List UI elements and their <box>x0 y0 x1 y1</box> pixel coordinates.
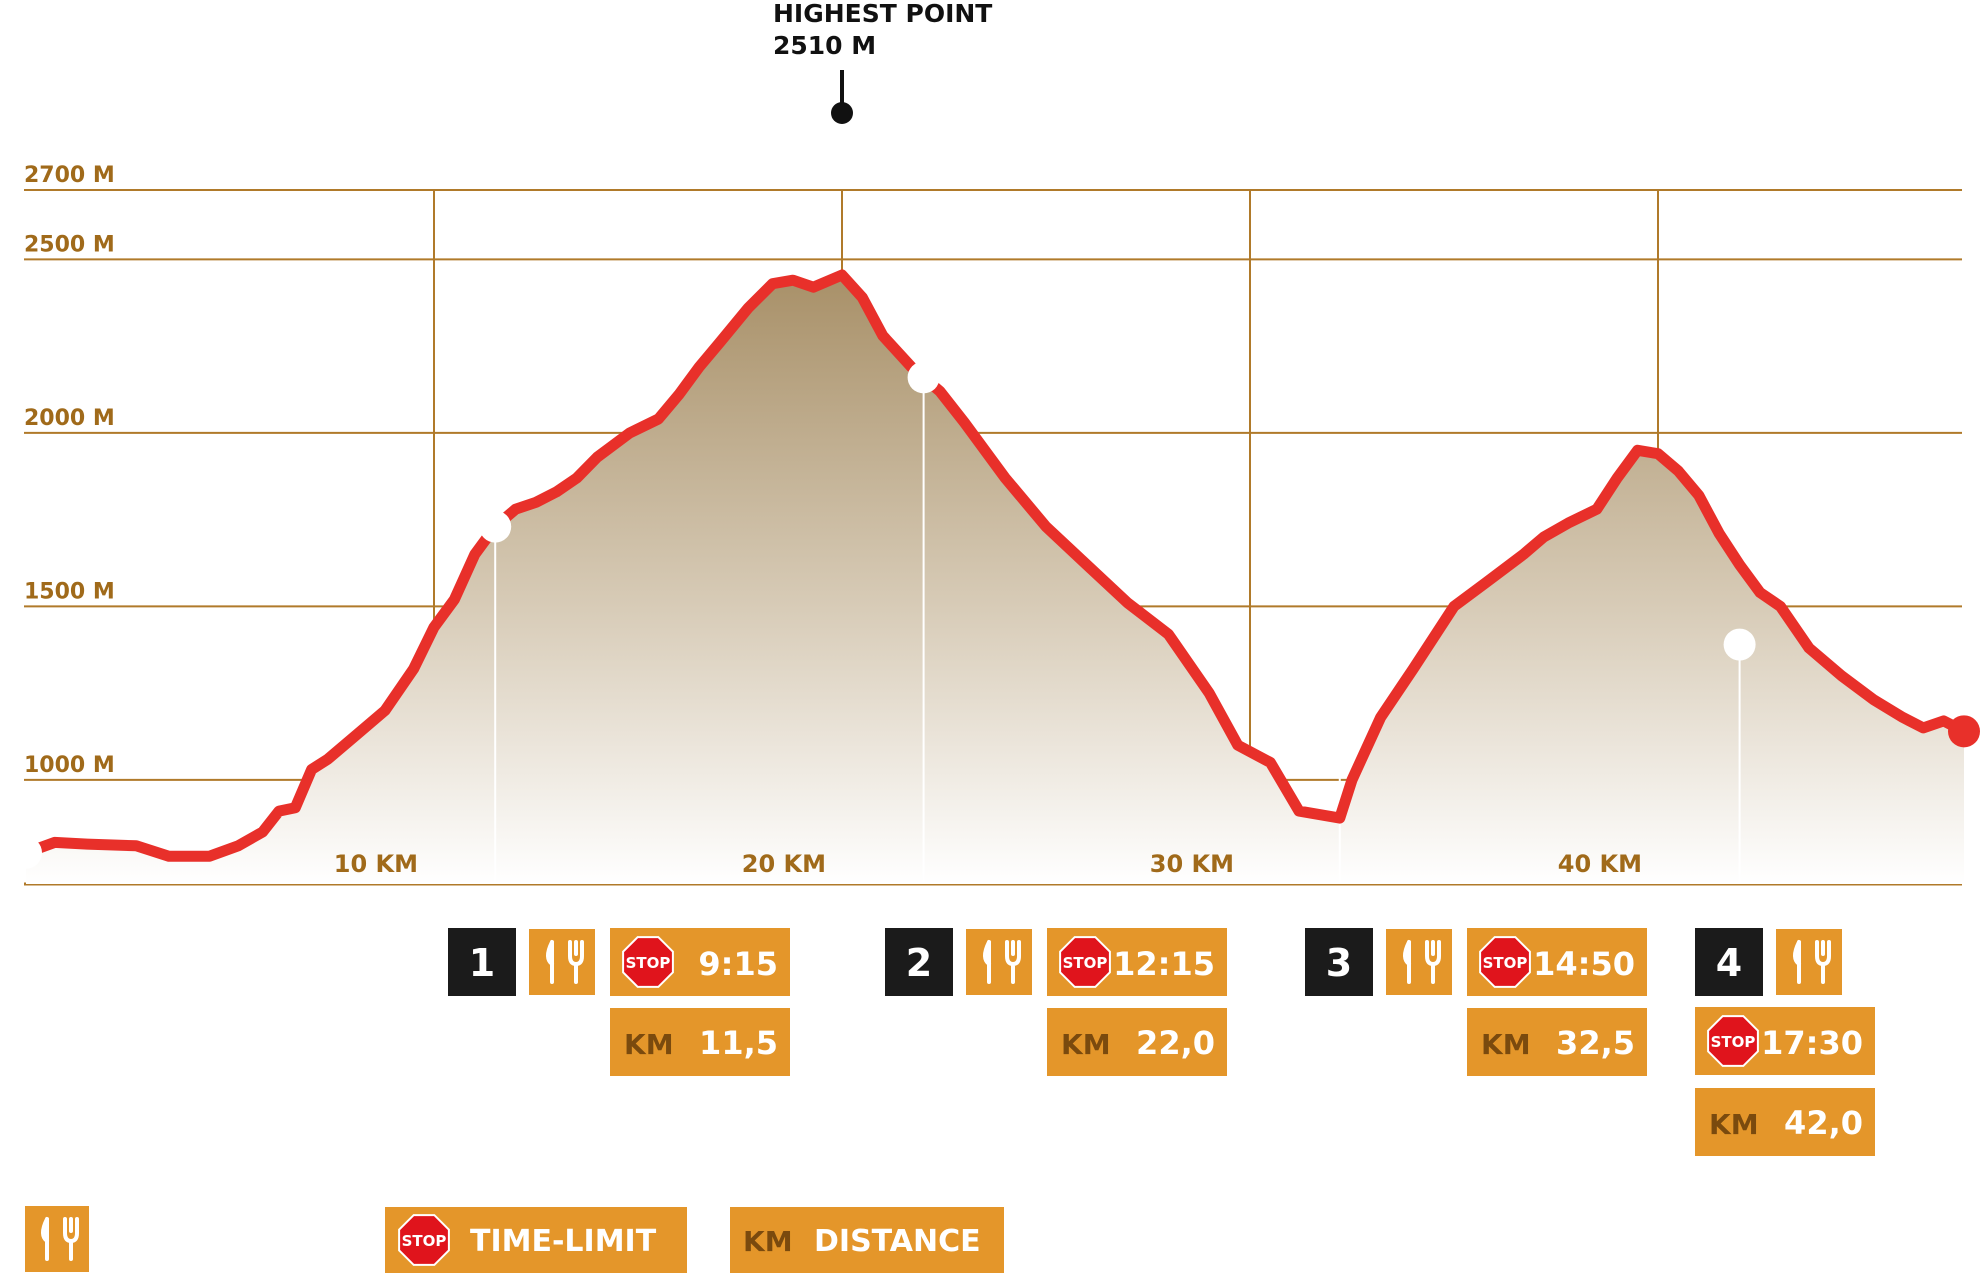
stop-icon-label: STOP <box>1063 954 1108 972</box>
food-box <box>1774 927 1844 997</box>
highest-point-annotation: HIGHEST POINT 2510 M <box>773 0 992 124</box>
legend-km-label: KM <box>743 1225 793 1258</box>
knife-shape <box>546 940 554 984</box>
time-limit-value: 12:15 <box>1113 945 1215 983</box>
y-tick-label: 2700 M <box>24 163 115 188</box>
km-label: KM <box>1709 1108 1759 1141</box>
checkpoint-number-box <box>1305 928 1373 996</box>
fork-shape <box>1425 940 1441 984</box>
checkpoint-number: 3 <box>1326 941 1352 985</box>
km-label: KM <box>1481 1028 1531 1061</box>
legend-distance-item: KM DISTANCE <box>730 1207 1004 1273</box>
legend-time-limit-item: STOP TIME-LIMIT <box>385 1207 687 1273</box>
checkpoint-number-box <box>448 928 516 996</box>
checkpoint-2: 2 STOP 12:15 KM 22,0 <box>885 927 1227 1076</box>
fork-shape <box>1005 940 1021 984</box>
distance-box <box>1695 1088 1875 1156</box>
knife-shape <box>983 940 991 984</box>
stop-icon: STOP <box>1707 1015 1759 1067</box>
distance-box <box>1467 1008 1647 1076</box>
fork-shape <box>568 940 584 984</box>
fork-shape <box>63 1217 79 1261</box>
stop-icon: STOP <box>398 1214 450 1266</box>
food-icon <box>1793 940 1831 984</box>
food-icon <box>983 940 1021 984</box>
knife-shape <box>1403 940 1411 984</box>
distance-value: 11,5 <box>699 1024 778 1062</box>
distance-box <box>610 1008 790 1076</box>
legend-time-limit-label: TIME-LIMIT <box>470 1224 657 1259</box>
route-marker <box>10 836 42 869</box>
knife-shape <box>1793 940 1801 984</box>
stop-icon: STOP <box>1479 936 1531 988</box>
food-box <box>527 927 597 997</box>
food-icon <box>41 1217 79 1261</box>
food-box <box>1384 927 1454 997</box>
checkpoint-number-box <box>885 928 953 996</box>
route-marker <box>479 510 512 543</box>
route-marker <box>907 361 940 394</box>
fork-shape <box>1815 940 1831 984</box>
highest-point-label: HIGHEST POINT <box>773 0 992 28</box>
highest-point-dot <box>831 102 853 124</box>
x-tick-label: 40 KM <box>1558 850 1642 878</box>
highest-point-value: 2510 M <box>773 31 876 60</box>
x-tick-label: 30 KM <box>1150 850 1234 878</box>
y-tick-label: 2500 M <box>24 232 115 257</box>
distance-box <box>1047 1008 1227 1076</box>
checkpoint-number-box <box>1695 928 1763 996</box>
x-tick-label: 10 KM <box>334 850 418 878</box>
route-marker <box>1948 715 1980 748</box>
y-tick-label: 2000 M <box>24 406 115 431</box>
route-marker <box>1323 732 1356 765</box>
time-limit-value: 14:50 <box>1533 945 1635 983</box>
stop-icon-label: STOP <box>1483 954 1528 972</box>
axis-labels: 1000 M 1500 M 2000 M 2500 M 2700 M 10 KM 20 KM… <box>24 163 1642 878</box>
distance-value: 22,0 <box>1136 1024 1215 1062</box>
stop-sign <box>622 936 674 988</box>
stop-icon-label: STOP <box>402 1232 447 1250</box>
stop-icon: STOP <box>622 936 674 988</box>
checkpoint-1: 1 STOP 9:15 KM 11,5 <box>448 927 790 1076</box>
food-icon <box>1403 940 1441 984</box>
knife-shape <box>41 1217 49 1261</box>
stop-sign <box>1479 936 1531 988</box>
checkpoint-info: 1 STOP 9:15 KM 11,5 2 STOP 12:15 KM 22,0 3 STOP 14:5… <box>448 927 1875 1156</box>
elevation-area <box>26 275 1964 884</box>
km-label: KM <box>624 1028 674 1061</box>
distance-value: 42,0 <box>1784 1104 1863 1142</box>
checkpoint-markers <box>10 361 1980 869</box>
checkpoint-4: 4 STOP 17:30 KM 42,0 <box>1695 927 1875 1156</box>
distance-value: 32,5 <box>1556 1024 1635 1062</box>
food-icon <box>546 940 584 984</box>
time-limit-value: 17:30 <box>1761 1024 1863 1062</box>
legend-distance-label: DISTANCE <box>814 1224 981 1259</box>
legend: STOP TIME-LIMIT KM DISTANCE <box>23 1204 1004 1274</box>
x-tick-label: 20 KM <box>742 850 826 878</box>
time-limit-value: 9:15 <box>698 945 778 983</box>
stop-icon-label: STOP <box>1711 1033 1756 1051</box>
checkpoint-number: 4 <box>1716 941 1742 985</box>
stop-sign <box>1707 1015 1759 1067</box>
stop-sign <box>1059 936 1111 988</box>
stop-icon-label: STOP <box>626 954 671 972</box>
checkpoint-number: 1 <box>469 941 495 985</box>
route-marker <box>1723 628 1756 661</box>
stop-icon: STOP <box>1059 936 1111 988</box>
food-box <box>964 927 1034 997</box>
checkpoint-number: 2 <box>906 941 932 985</box>
y-tick-label: 1000 M <box>24 753 115 778</box>
y-tick-label: 1500 M <box>24 579 115 604</box>
km-label: KM <box>1061 1028 1111 1061</box>
checkpoint-3: 3 STOP 14:50 KM 32,5 <box>1305 927 1647 1076</box>
legend-food-item <box>23 1204 91 1274</box>
